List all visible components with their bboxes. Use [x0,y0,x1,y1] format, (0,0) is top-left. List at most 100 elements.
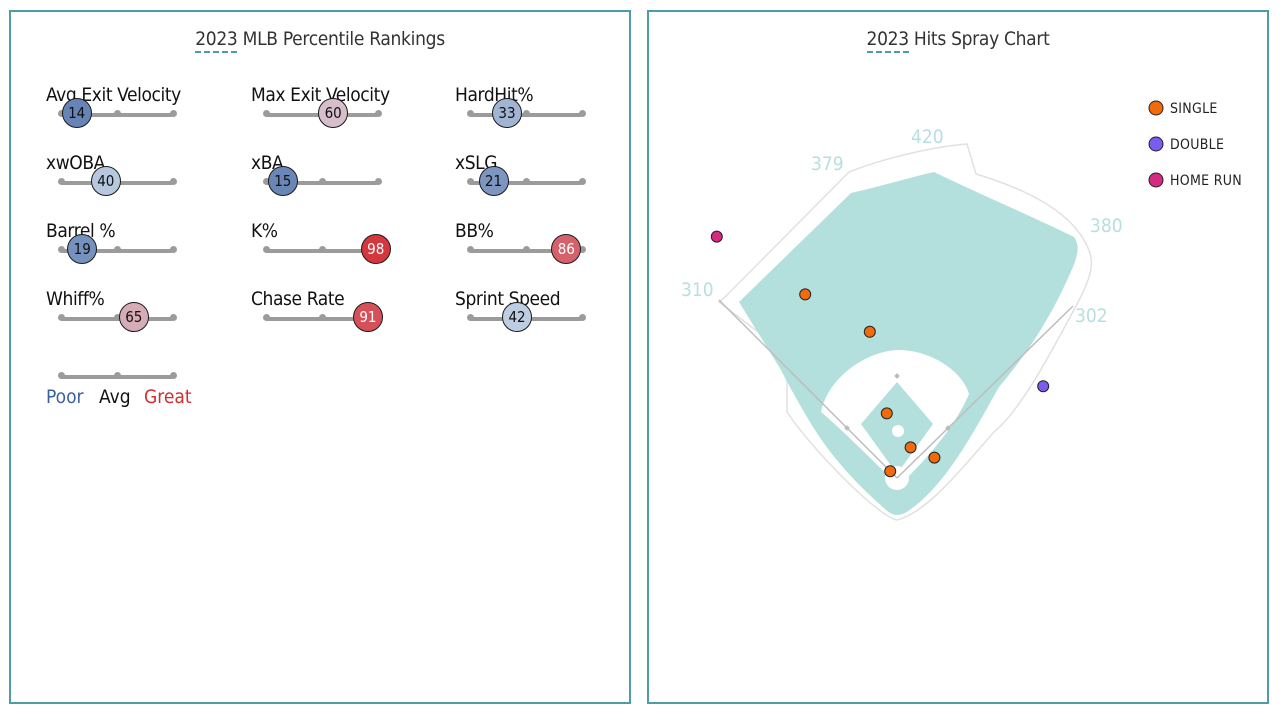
metric-track-tick [522,110,530,117]
metric-track-tick [262,246,270,253]
percentile-bubble[interactable]: 15 [267,166,298,196]
percentile-bubble[interactable]: 86 [551,234,582,264]
legend-label-home-run: HOME RUN [1170,173,1242,189]
metric-track-tick [57,246,65,253]
distance-rcf: 380 [1090,215,1123,237]
percentile-bubble[interactable]: 98 [360,234,391,264]
metric-label: HardHit% [455,84,534,106]
spray-chart-svg: 310 379 420 380 302 SINGLE DOUBLE HOME RUN [681,100,1242,521]
metric-track-tick [262,314,270,321]
percentile-bubble[interactable]: 19 [67,234,98,264]
metric-k: K% 98 [251,220,421,280]
distance-cf: 420 [911,126,944,148]
metric-label: Sprint Speed [455,288,561,310]
scale-great-label: Great [144,386,192,408]
percentile-bubble[interactable]: 33 [491,98,522,128]
distance-rf: 302 [1075,305,1108,327]
metric-track-tick [578,110,586,117]
metric-barrel: Barrel % 19 [46,220,216,280]
metric-track-tick [522,246,530,253]
percentile-bubble[interactable]: 14 [61,98,92,128]
metric-track-tick [318,314,326,321]
percentile-bubble[interactable]: 65 [118,302,149,332]
metric-track-tick [374,110,382,117]
right-foul-line [896,305,1074,479]
percentile-bubble[interactable]: 60 [318,98,349,128]
scale-tick-mid [113,372,121,379]
metric-max-exit-velocity: Max Exit Velocity 60 [251,84,421,144]
hit-point-single[interactable] [880,407,893,420]
hit-point-single[interactable] [884,465,897,478]
metric-track-tick [169,314,177,321]
metric-track-tick [318,246,326,253]
metric-track-tick [522,178,530,185]
metric-track-tick [169,246,177,253]
metric-track-tick [466,246,474,253]
spray-chart-title: 2023 Hits Spray Chart [649,28,1267,53]
percentile-bubble[interactable]: 21 [478,166,509,196]
metric-track-tick [466,110,474,117]
metric-bb: BB% 86 [455,220,625,280]
scale-tick-high [169,372,177,379]
metric-track-tick [113,314,121,321]
metric-track-tick [169,178,177,185]
legend-label-single: SINGLE [1170,101,1218,117]
metric-whiff: Whiff% 65 [46,288,216,348]
metric-label: Barrel % [46,220,116,242]
metric-label: BB% [455,220,494,242]
metric-chase-rate: Chase Rate 91 [251,288,421,348]
title-text: MLB Percentile Rankings [237,28,446,50]
metric-xba: xBA 15 [251,152,421,212]
percentile-bubble[interactable]: 91 [352,302,383,332]
metric-track-tick [466,314,474,321]
metric-track-tick [578,178,586,185]
scale-poor-label: Poor [46,386,84,408]
hit-point-double[interactable] [1037,380,1050,393]
metric-track-tick [169,110,177,117]
spray-points [710,230,1050,478]
scale-tick-low [57,372,65,379]
metric-label: xwOBA [46,152,105,174]
metric-sprint-speed: Sprint Speed 42 [455,288,625,348]
scale-avg-label: Avg [99,386,131,408]
legend-marker-single [1148,100,1164,116]
metric-label: Chase Rate [251,288,345,310]
distance-lf: 310 [681,279,714,301]
metric-xwoba: xwOBA 40 [46,152,216,212]
legend-marker-home-run [1148,172,1164,188]
metric-track-tick [318,178,326,185]
metric-label: Max Exit Velocity [251,84,390,106]
percentile-rankings-panel: 2023 MLB Percentile Rankings Avg Exit Ve… [9,10,631,704]
metric-track-tick [578,246,586,253]
hit-point-home-run[interactable] [710,230,723,243]
legend-marker-double [1148,136,1164,152]
scale-legend: Poor Avg Great [46,368,196,428]
title-year[interactable]: 2023 [195,28,238,53]
metric-track-tick [57,178,65,185]
metric-track-tick [57,110,65,117]
percentile-bubble[interactable]: 42 [502,302,533,332]
hit-point-single[interactable] [863,325,876,338]
percentile-bubble[interactable]: 40 [90,166,121,196]
distance-lcf: 379 [811,153,844,175]
hit-point-single[interactable] [928,451,941,464]
hit-point-single[interactable] [799,288,812,301]
metric-track-tick [113,110,121,117]
hit-point-single[interactable] [904,441,917,454]
metric-avg-exit-velocity: Avg Exit Velocity 14 [46,84,216,144]
left-foul-line [718,299,898,479]
spray-title-text: Hits Spray Chart [908,28,1050,50]
metric-track-tick [578,314,586,321]
metric-track-tick [113,246,121,253]
metric-track-tick [374,178,382,185]
spray-chart-panel: 2023 Hits Spray Chart 310 379 420 380 30… [647,10,1269,704]
second-base [894,373,900,379]
spray-legend: SINGLE DOUBLE HOME RUN [1148,100,1242,189]
metric-label: Whiff% [46,288,105,310]
metric-track-tick [262,178,270,185]
legend-label-double: DOUBLE [1170,137,1224,153]
metric-track-tick [262,110,270,117]
spray-title-year[interactable]: 2023 [866,28,909,53]
metric-label: K% [251,220,278,242]
pitcher-mound [892,425,904,437]
